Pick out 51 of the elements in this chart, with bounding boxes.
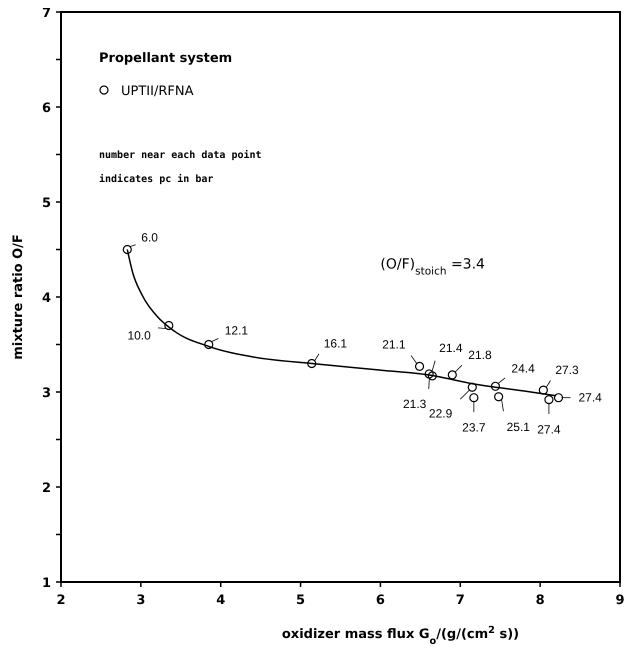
annotation: 24.4 bbox=[511, 361, 536, 376]
point bbox=[428, 371, 437, 380]
point bbox=[490, 382, 500, 391]
y-tick-label: 4 bbox=[42, 291, 51, 306]
annotation: 21.4 bbox=[439, 340, 463, 355]
point bbox=[538, 386, 548, 395]
point bbox=[544, 395, 554, 404]
y-tick-label: 3 bbox=[42, 386, 51, 401]
x-tick-label: 5 bbox=[296, 593, 306, 608]
point bbox=[414, 362, 424, 371]
y-tick-label: 1 bbox=[42, 576, 51, 591]
x-tick-label: 7 bbox=[456, 593, 465, 608]
annotation: 6.0 bbox=[141, 230, 158, 244]
point bbox=[468, 382, 477, 392]
annotation: number near each data point bbox=[99, 149, 262, 161]
annotation: 21.3 bbox=[402, 396, 427, 411]
annotation: 16.1 bbox=[324, 336, 348, 350]
annotation: 12.1 bbox=[224, 324, 248, 338]
annotation: 10.0 bbox=[127, 328, 152, 342]
x-tick-label: 3 bbox=[136, 593, 146, 608]
annotation: 25.1 bbox=[506, 420, 530, 434]
point bbox=[307, 358, 316, 368]
point bbox=[164, 320, 174, 330]
point bbox=[424, 369, 434, 379]
annotation: 21.1 bbox=[382, 337, 406, 352]
annotation: indicates pc in bar bbox=[99, 173, 214, 185]
x-tick-label: 2 bbox=[56, 593, 66, 608]
y-tick-label: 2 bbox=[42, 481, 51, 496]
point bbox=[122, 244, 132, 254]
annotation: 21.8 bbox=[468, 348, 492, 362]
legend-title: Propellant system bbox=[99, 51, 232, 66]
x-tick-label: 4 bbox=[216, 593, 226, 608]
annotation: 27.3 bbox=[555, 363, 580, 378]
y-axis-title: mixture ratio O/F bbox=[11, 234, 26, 360]
point bbox=[554, 393, 564, 402]
annotation: (O/F)$_{stoich}$ =3.4 bbox=[380, 256, 486, 278]
y-tick-label: 5 bbox=[42, 196, 51, 211]
point bbox=[494, 392, 504, 402]
annotation: 27.4 bbox=[578, 390, 602, 405]
x-tick-label: 6 bbox=[376, 593, 385, 608]
point bbox=[448, 370, 457, 380]
y-tick-label: 6 bbox=[42, 101, 51, 116]
annotation: 22.9 bbox=[428, 406, 453, 420]
annotation: 23.7 bbox=[462, 420, 486, 435]
point bbox=[469, 393, 478, 402]
annotation: 27.4 bbox=[537, 422, 561, 437]
x-tick-label: 8 bbox=[536, 593, 545, 608]
point bbox=[204, 340, 214, 350]
legend-label: UPTII/RFNA bbox=[121, 84, 194, 99]
x-axis-title: oxidizer mass flux G$_{o}$/(g/(cm$^{2}$ s)) bbox=[282, 624, 520, 646]
x-tick-label: 9 bbox=[615, 593, 625, 608]
